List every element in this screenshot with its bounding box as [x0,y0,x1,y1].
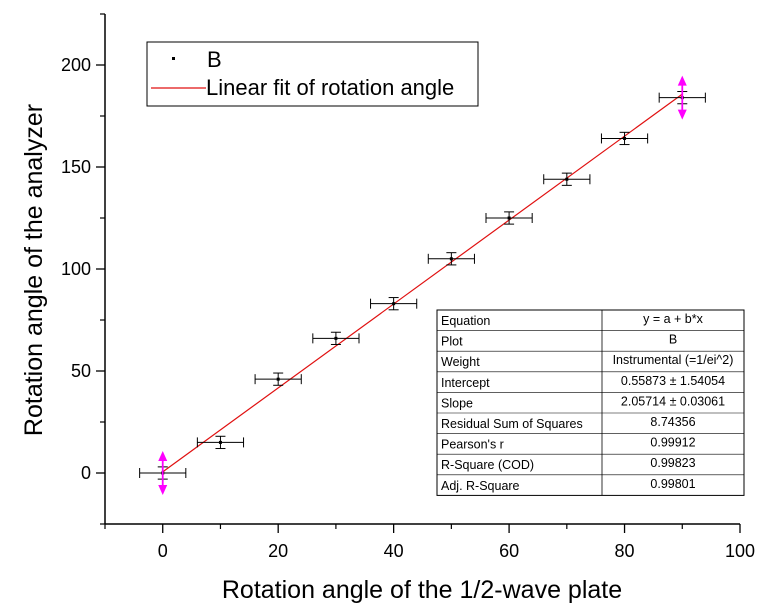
highlight-arrow [158,451,168,495]
stats-table-label: Plot [441,335,463,349]
y-tick-label: 0 [81,463,91,483]
data-point-marker [334,336,338,340]
highlight-arrow [677,75,687,120]
data-point [312,331,360,345]
data-point [485,211,533,225]
stats-table-value: 8.74356 [650,415,695,429]
x-tick-label: 0 [158,541,168,561]
x-tick-label: 60 [499,541,519,561]
data-point-marker [507,216,511,220]
data-point [543,172,591,186]
data-point-marker [218,440,222,444]
stats-table-value: 0.55873 ± 1.54054 [621,374,725,388]
data-point-marker [449,257,453,261]
stats-table-label: Slope [441,396,473,410]
stats-table-label: Weight [441,355,480,369]
stats-table-value: 2.05714 ± 0.03061 [621,394,725,408]
stats-table-frame [436,309,745,496]
data-point [427,252,475,266]
data-point-marker [276,377,280,381]
y-tick-label: 150 [61,157,91,177]
legend-marker-points [172,57,175,60]
data-point [600,131,649,146]
highlight-arrow-head-up [158,451,168,461]
axes: 0 20 40 60 80 100 0 50 100 150 200 [61,13,755,561]
fit-line [162,93,683,473]
x-tick-label: 80 [615,541,635,561]
legend: B Linear fit of rotation angle [146,41,479,107]
fit-layer [162,93,683,473]
data-point-marker [565,177,569,181]
data-point [254,372,302,386]
x-axis-title: Rotation angle of the 1/2-wave plate [222,576,622,604]
stats-table-value: Instrumental (=1/ei^2) [613,353,734,367]
stats-table-value: 0.99801 [650,477,695,491]
highlight-arrow-head-down [158,485,168,495]
stats-table-label: R-Square (COD) [441,458,534,472]
stats-table-label: Pearson's r [441,438,504,452]
stats-table-label: Adj. R-Square [441,479,520,493]
legend-label-points: B [207,47,222,72]
x-tick-label: 40 [384,541,404,561]
y-axis-title: Rotation angle of the analyzer [20,104,48,436]
y-tick-label: 100 [61,259,91,279]
data-point [196,435,245,450]
points-layer [139,75,706,495]
legend-label-fit: Linear fit of rotation angle [206,75,454,100]
stats-table: Equation y = a + b*x Plot B Weight Instrument… [436,309,745,496]
data-point-marker [623,136,627,140]
highlight-arrow-head-up [677,75,687,86]
stats-table-label: Residual Sum of Squares [441,417,583,431]
stats-table-label: Equation [441,314,490,328]
data-point-marker [392,302,396,306]
legend-box [146,41,479,107]
y-tick-label: 200 [61,55,91,75]
stats-table-value: y = a + b*x [643,312,704,326]
stats-table-value: B [669,333,677,347]
stats-table-value: 0.99823 [650,456,695,470]
highlight-arrow-head-down [677,109,687,120]
stats-table-value: 0.99912 [650,436,695,450]
x-tick-label: 20 [268,541,288,561]
stats-table-label: Intercept [441,376,490,390]
data-point [370,297,418,311]
y-tick-label: 50 [71,361,91,381]
x-tick-label: 100 [725,541,755,561]
